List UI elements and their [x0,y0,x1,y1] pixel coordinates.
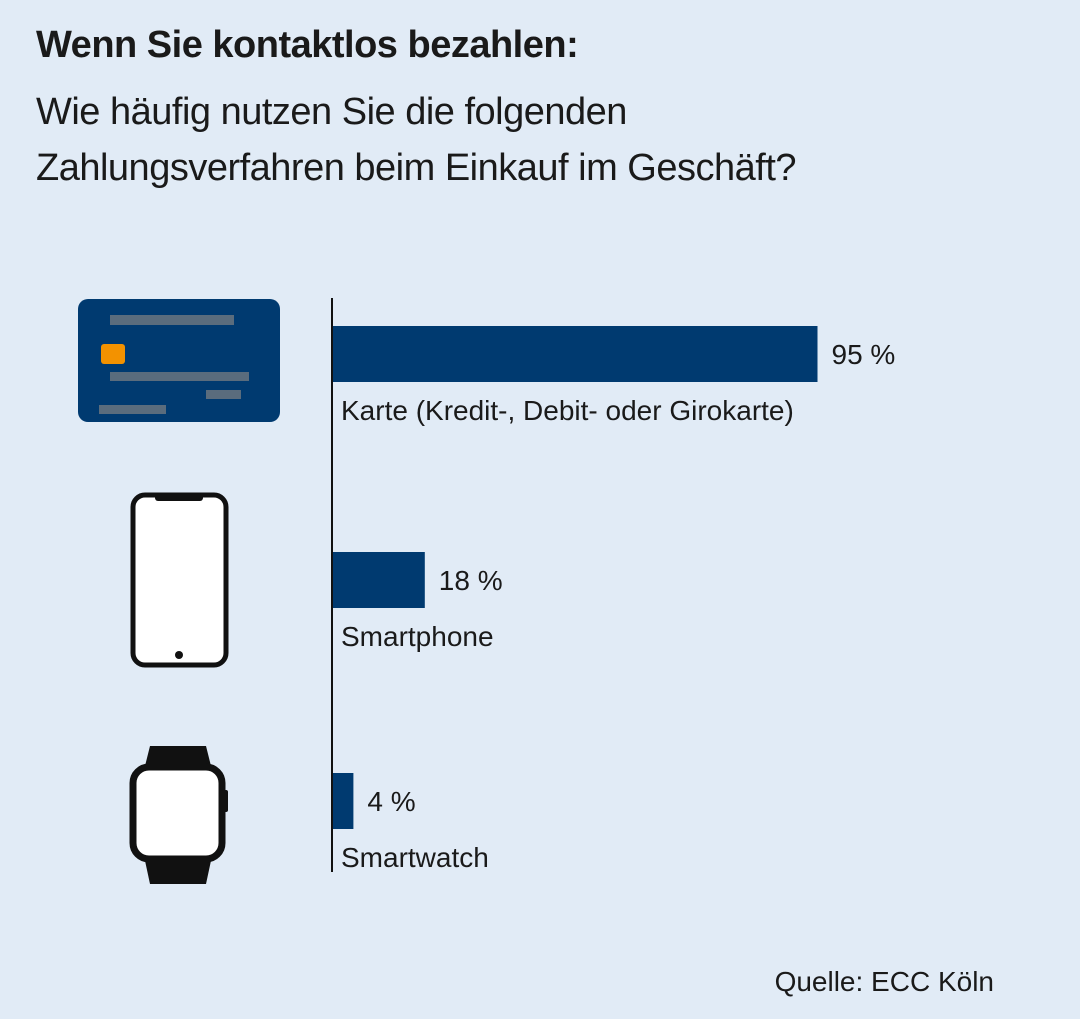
category-label-smartwatch: Smartwatch [341,842,489,873]
credit-card-icon [78,299,280,422]
subtitle-line-1: Wie häufig nutzen Sie die folgenden [36,91,627,133]
category-label-karte: Karte (Kredit-, Debit- oder Girokarte) [341,395,794,426]
value-label-smartphone: 18 % [439,565,503,596]
value-label-smartwatch: 4 % [367,786,415,817]
bar-karte [333,326,818,382]
bar-smartwatch [333,773,354,829]
category-label-smartphone: Smartphone [341,621,494,652]
bar-smartphone [333,552,425,608]
chart-subtitle: Wie häufig nutzen Sie die folgenden Zahl… [36,84,1036,196]
source-note: Quelle: ECC Köln [774,966,994,997]
subtitle-line-2: Zahlungsverfahren beim Einkauf im Geschä… [36,147,797,189]
smartphone-icon [130,492,229,668]
smartwatch-icon [129,746,228,884]
value-label-karte: 95 % [832,339,896,370]
chart-title: Wenn Sie kontaktlos bezahlen: [36,24,579,66]
